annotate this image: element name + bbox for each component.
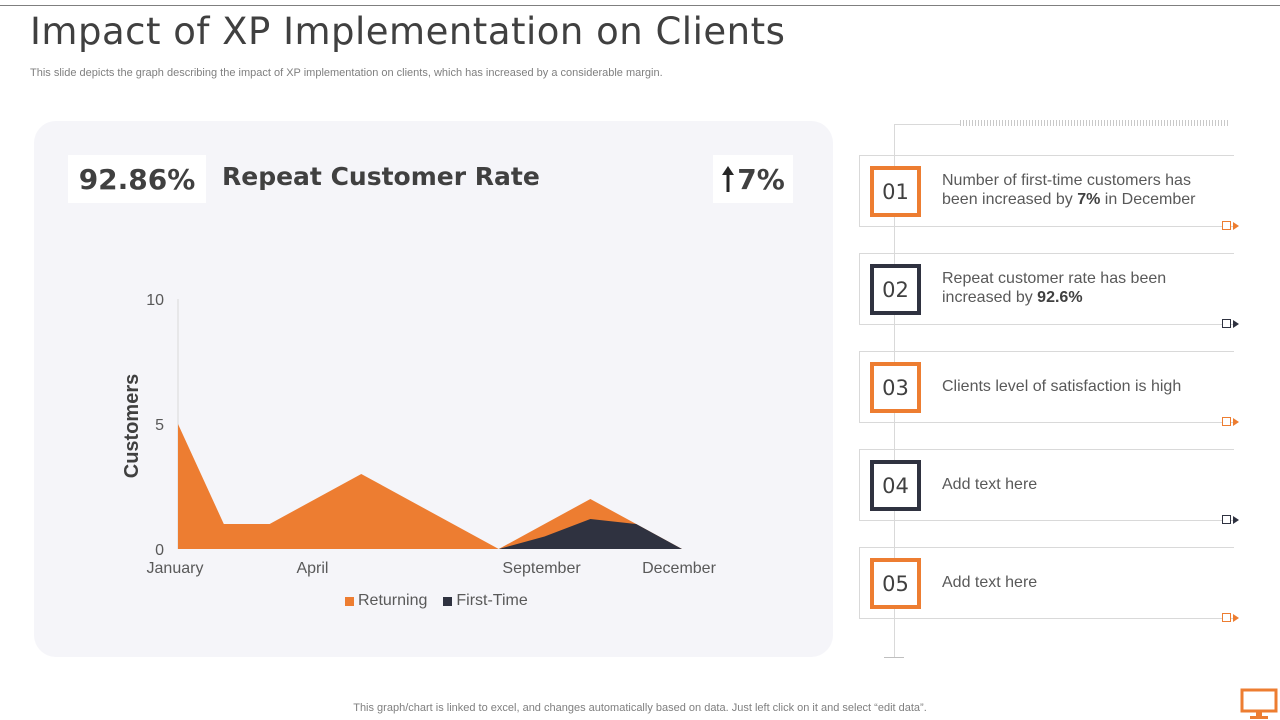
item-frame — [859, 155, 1234, 227]
legend-label-first-time: First-Time — [456, 592, 528, 609]
x-tick-label: January — [147, 560, 204, 577]
connector-square-icon — [1222, 319, 1231, 328]
timeline-top-line — [894, 124, 960, 125]
item-number-badge: 01 — [870, 166, 921, 217]
item-frame — [859, 253, 1234, 325]
timeline-bottom-tick — [884, 657, 904, 658]
connector-square-icon — [1222, 515, 1231, 524]
item-number-badge: 04 — [870, 460, 921, 511]
monitor-icon — [1240, 688, 1278, 719]
item-frame — [859, 547, 1234, 619]
item-text: Repeat customer rate has been increased … — [942, 270, 1167, 306]
arrow-up-icon — [722, 166, 735, 192]
x-tick-label: September — [502, 560, 581, 577]
footer-note: This graph/chart is linked to excel, and… — [353, 702, 927, 714]
item-number-badge: 02 — [870, 264, 921, 315]
y-tick-label: 10 — [146, 292, 164, 309]
kpi-label: Repeat Customer Rate — [222, 162, 540, 191]
item-text: Clients level of satisfaction is high — [942, 377, 1182, 395]
arrow-right-icon — [1233, 222, 1239, 230]
y-tick-label: 5 — [155, 417, 164, 434]
page-subtitle: This slide depicts the graph describing … — [30, 67, 663, 79]
x-tick-label: December — [642, 560, 716, 577]
legend-swatch-first-time — [443, 596, 453, 606]
kpi-delta: 7% — [713, 155, 793, 203]
chart-legend: Returning First-Time — [345, 592, 544, 610]
chart-card — [34, 121, 833, 657]
list-item-02: 02 Repeat customer rate has been increase… — [859, 253, 1239, 328]
connector-square-icon — [1222, 221, 1231, 230]
arrow-right-icon — [1233, 320, 1239, 328]
kpi-delta-value: 7% — [737, 162, 785, 196]
series-area-first-time[interactable] — [178, 519, 682, 549]
y-axis-label: Customers — [121, 374, 143, 478]
item-number-badge: 05 — [870, 558, 921, 609]
top-rule — [0, 5, 1280, 6]
arrow-right-icon — [1233, 418, 1239, 426]
list-item-05: 05 Add text here — [859, 547, 1239, 622]
x-tick-label: April — [296, 560, 328, 577]
item-frame — [859, 351, 1234, 423]
arrow-right-icon — [1233, 614, 1239, 622]
hatch-decoration — [960, 120, 1230, 126]
list-item-04: 04 Add text here — [859, 449, 1239, 524]
list-item-01: 01 Number of first-time customers has bee… — [859, 155, 1239, 230]
legend-swatch-returning — [345, 596, 354, 606]
y-tick-label: 0 — [155, 542, 164, 559]
connector-square-icon — [1222, 613, 1231, 622]
page-title: Impact of XP Implementation on Clients — [30, 10, 786, 53]
kpi-value: 92.86% — [68, 155, 206, 203]
item-frame — [859, 449, 1234, 521]
item-text: Number of first-time customers has been … — [942, 172, 1196, 208]
item-number-badge: 03 — [870, 362, 921, 413]
arrow-right-icon — [1233, 516, 1239, 524]
item-highlight: 7% — [1077, 191, 1101, 208]
series-area-returning[interactable] — [178, 424, 682, 549]
item-text: Add text here — [942, 475, 1038, 493]
connector-square-icon — [1222, 417, 1231, 426]
item-highlight: 92.6% — [1037, 289, 1083, 306]
item-text: Add text here — [942, 573, 1038, 591]
legend-item-returning: Returning — [345, 592, 427, 610]
legend-item-first-time: First-Time — [443, 592, 528, 610]
list-item-03: 03 Clients level of satisfaction is high — [859, 351, 1239, 426]
legend-label-returning: Returning — [358, 592, 428, 609]
